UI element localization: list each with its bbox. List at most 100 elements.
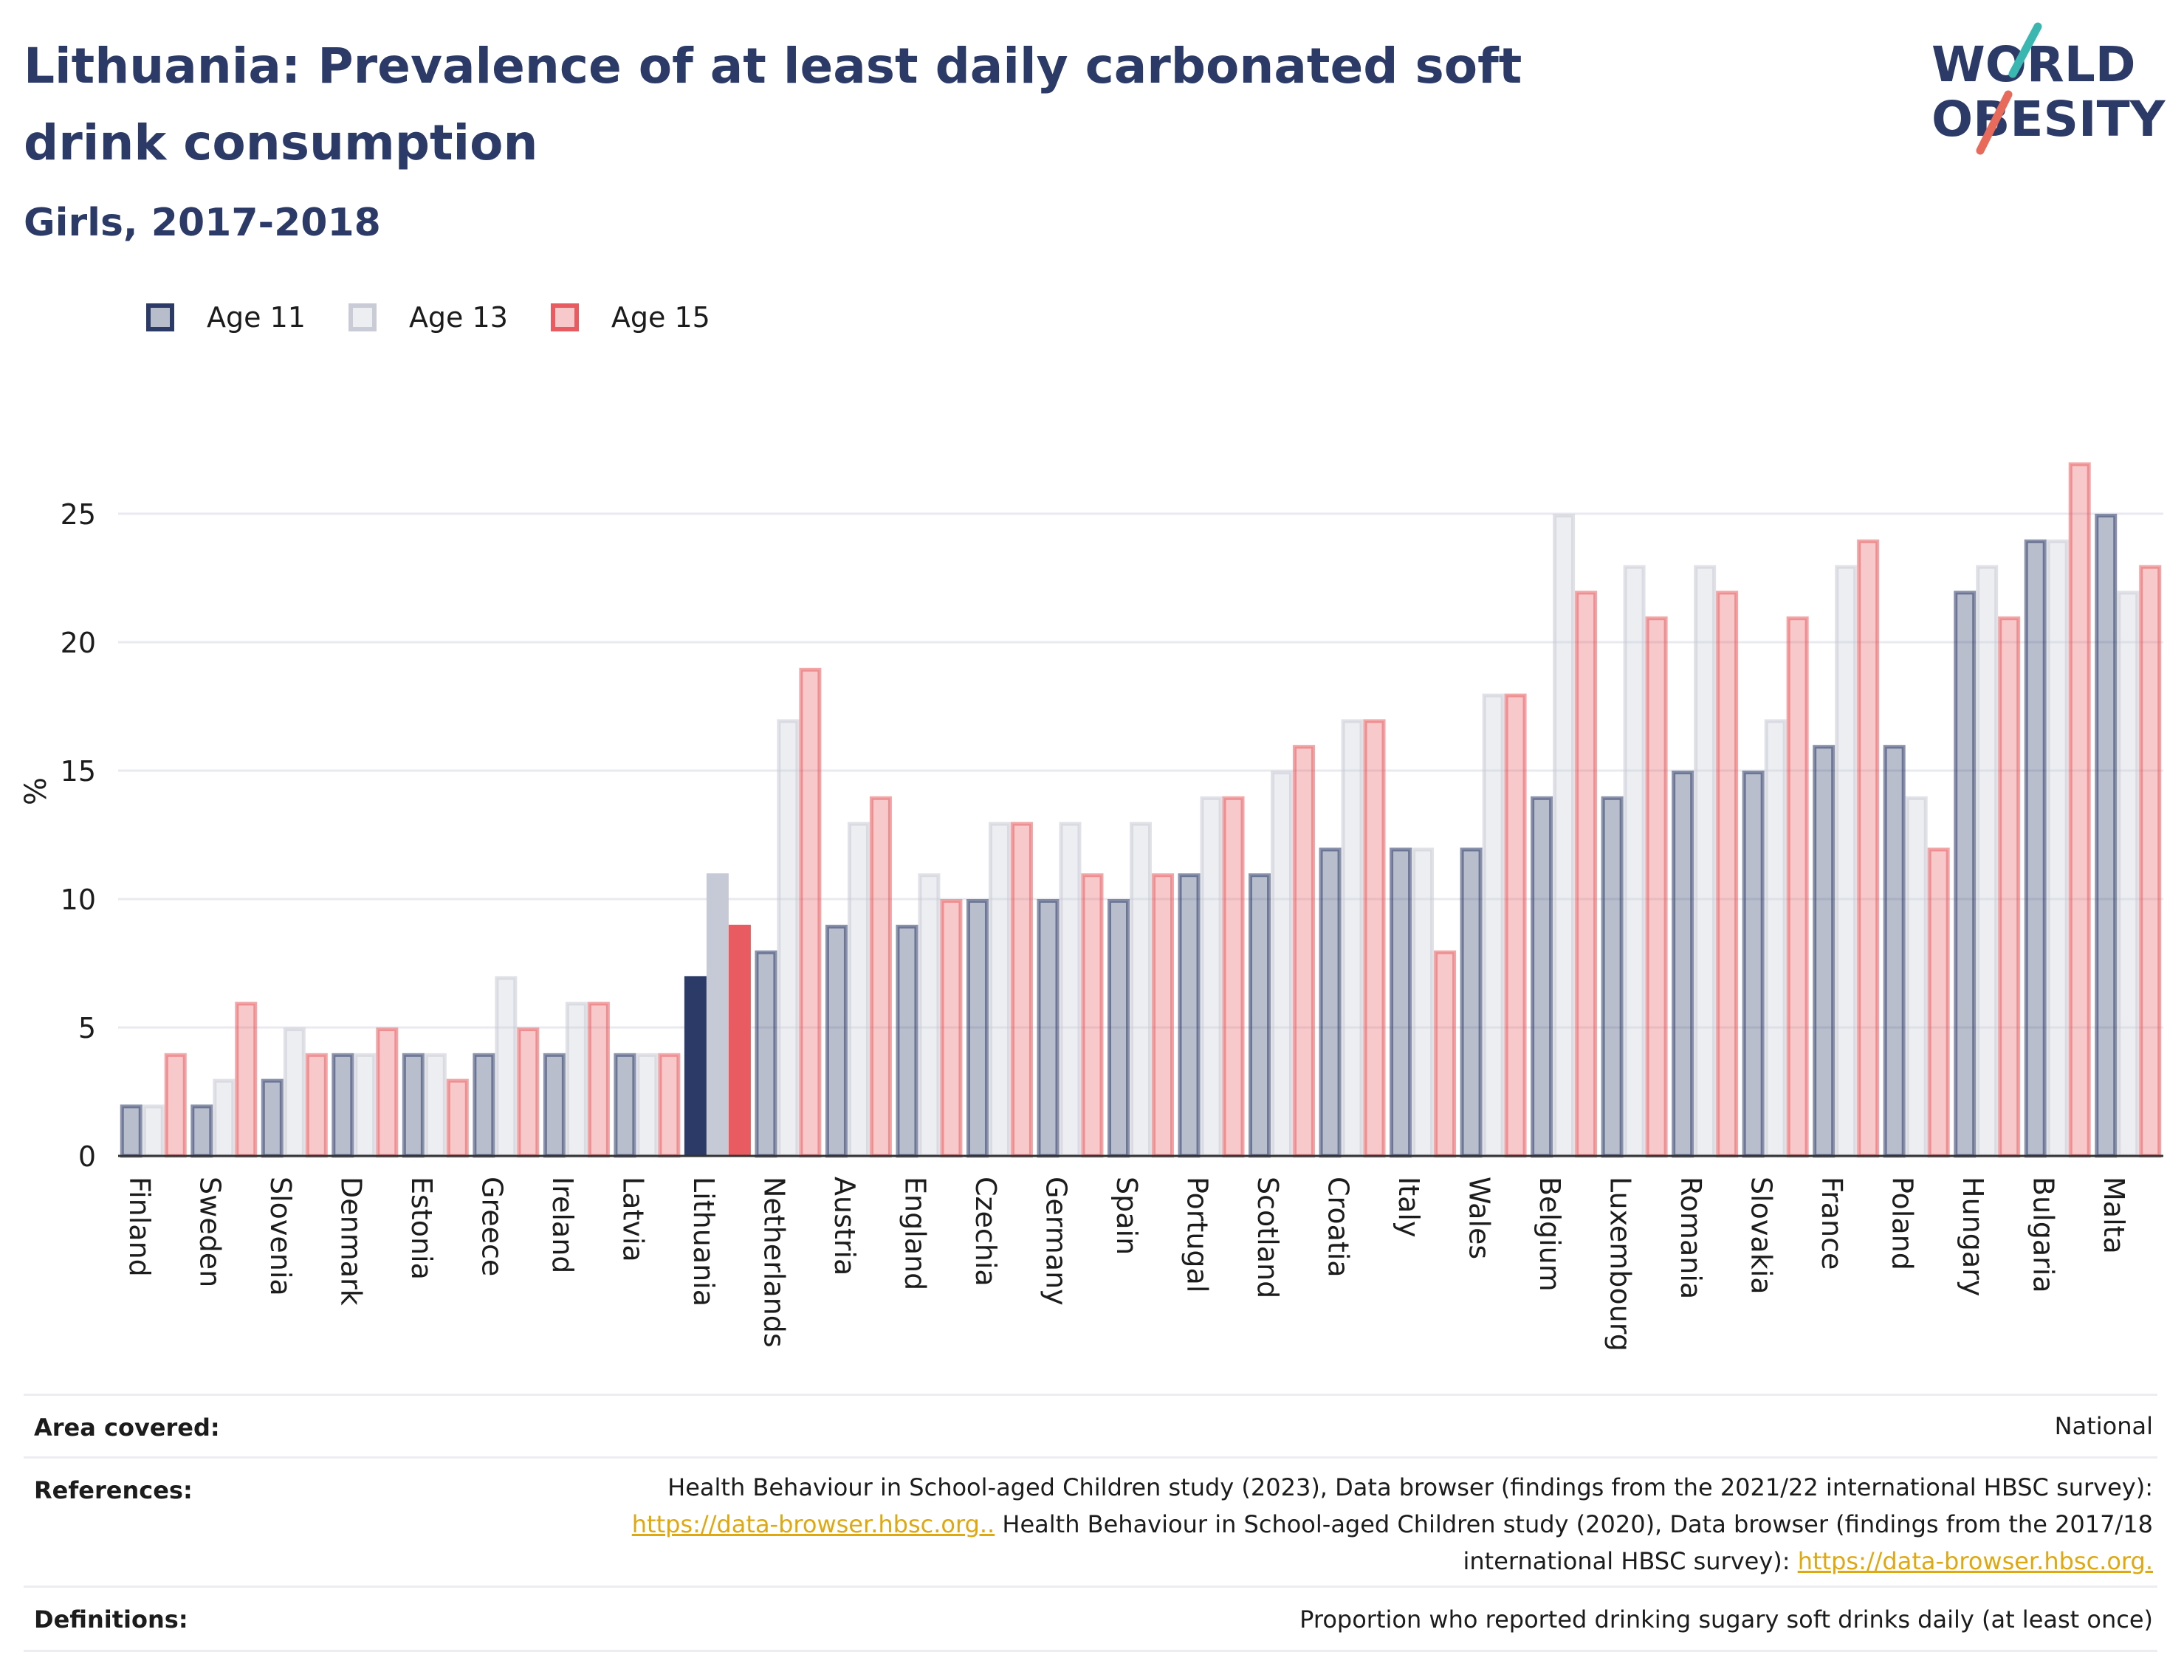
bar-scotland-age-15	[1293, 745, 1316, 1158]
bar-poland-age-15	[1927, 847, 1950, 1158]
legend-label-age-11: Age 11	[207, 301, 306, 334]
bar-poland-age-13	[1905, 796, 1928, 1158]
y-tick-label: 15	[61, 755, 96, 788]
bar-wales-age-11	[1460, 847, 1483, 1158]
bar-netherlands-age-11	[755, 950, 777, 1158]
ref-text-2: Health Behaviour in School-aged Children…	[995, 1510, 2153, 1538]
bar-estonia-age-11	[402, 1053, 425, 1158]
x-tick-label-belgium: Belgium	[1534, 1177, 1566, 1292]
bar-hungary-age-15	[1998, 616, 2021, 1158]
x-tick-label-scotland: Scotland	[1251, 1177, 1284, 1298]
meta-value-references: Health Behaviour in School-aged Children…	[455, 1469, 2153, 1580]
bar-romania-age-13	[1694, 565, 1717, 1158]
bar-germany-age-13	[1059, 822, 1082, 1158]
y-tick-label: 0	[78, 1140, 96, 1173]
legend-item-age-15[interactable]: Age 15	[550, 301, 710, 334]
x-tick-label-hungary: Hungary	[1957, 1177, 1989, 1296]
bar-italy-age-13	[1412, 847, 1435, 1158]
logo-text-world: WORLD	[1931, 36, 2136, 93]
legend-item-age-11[interactable]: Age 11	[146, 301, 306, 334]
bar-luxembourg-age-11	[1601, 796, 1624, 1158]
x-tick-label-denmark: Denmark	[334, 1177, 367, 1306]
bar-germany-age-11	[1037, 899, 1060, 1158]
y-tick-label: 5	[78, 1012, 96, 1044]
bar-wales-age-15	[1504, 693, 1527, 1158]
bar-italy-age-15	[1434, 950, 1457, 1158]
x-tick-label-estonia: Estonia	[405, 1177, 438, 1280]
bar-slovakia-age-13	[1764, 719, 1787, 1158]
chart-legend: Age 11 Age 13 Age 15	[146, 292, 753, 342]
world-obesity-logo: WORLD OBESITY	[1931, 22, 2166, 155]
meta-key-area: Area covered:	[34, 1414, 220, 1442]
x-tick-label-luxembourg: Luxembourg	[1604, 1177, 1637, 1352]
x-tick-label-netherlands: Netherlands	[758, 1177, 790, 1348]
bar-croatia-age-15	[1363, 719, 1386, 1158]
bar-scotland-age-11	[1249, 873, 1271, 1158]
bar-england-age-15	[940, 899, 963, 1158]
x-tick-label-bulgaria: Bulgaria	[2027, 1177, 2060, 1293]
gridlines	[118, 512, 2163, 1029]
bar-malta-age-15	[2139, 565, 2162, 1158]
bar-ireland-age-13	[565, 1002, 588, 1158]
ref-link-2[interactable]: https://data-browser.hbsc.org.	[1797, 1547, 2153, 1575]
bar-bulgaria-age-13	[2046, 539, 2069, 1158]
bar-croatia-age-13	[1341, 719, 1364, 1158]
ref-text-1: Health Behaviour in School-aged Children…	[667, 1473, 2153, 1501]
bar-hungary-age-13	[1976, 565, 1999, 1158]
bar-finland-age-11	[120, 1104, 142, 1158]
bar-latvia-age-11	[614, 1053, 636, 1158]
x-tick-label-czechia: Czechia	[969, 1177, 1002, 1287]
bar-lithuania-age-15	[728, 924, 751, 1156]
y-tick-label: 20	[61, 627, 96, 659]
x-tick-label-greece: Greece	[475, 1177, 508, 1276]
bar-estonia-age-15	[446, 1078, 469, 1158]
bar-greece-age-13	[495, 976, 518, 1158]
bar-sweden-age-15	[235, 1002, 258, 1158]
x-tick-label-croatia: Croatia	[1322, 1177, 1355, 1278]
x-tick-label-england: England	[899, 1177, 931, 1290]
y-tick-label: 10	[61, 884, 96, 916]
x-tick-label-finland: Finland	[123, 1177, 156, 1277]
ref-link-1[interactable]: https://data-browser.hbsc.org..	[631, 1510, 995, 1538]
x-tick-label-wales: Wales	[1463, 1177, 1496, 1259]
bar-france-age-13	[1835, 565, 1858, 1158]
bar-slovenia-age-15	[305, 1053, 328, 1158]
x-tick-label-latvia: Latvia	[617, 1177, 649, 1262]
bar-denmark-age-13	[354, 1053, 377, 1158]
chart-subtitle: Girls, 2017-2018	[24, 201, 381, 245]
bar-romania-age-11	[1672, 771, 1694, 1158]
bar-austria-age-15	[869, 796, 892, 1158]
bar-austria-age-11	[825, 924, 848, 1158]
legend-item-age-13[interactable]: Age 13	[348, 301, 508, 334]
x-tick-label-portugal: Portugal	[1181, 1177, 1214, 1292]
bar-luxembourg-age-15	[1645, 616, 1668, 1158]
meta-value-definitions: Proportion who reported drinking sugary …	[1299, 1605, 2153, 1633]
y-axis-label: %	[19, 777, 53, 805]
bar-czechia-age-15	[1010, 822, 1033, 1158]
bar-england-age-13	[918, 873, 941, 1158]
logo-text-obesity: OBESITY	[1931, 91, 2166, 148]
bar-latvia-age-15	[658, 1053, 681, 1158]
x-tick-label-spain: Spain	[1110, 1177, 1143, 1255]
bar-france-age-11	[1813, 745, 1836, 1158]
bar-ireland-age-11	[543, 1053, 566, 1158]
bar-czechia-age-13	[988, 822, 1011, 1158]
logo-slash-coral	[1976, 90, 2013, 155]
bar-bulgaria-age-11	[2024, 539, 2047, 1158]
metadata-table: Area covered: National References: Healt…	[24, 1394, 2157, 1652]
x-axis-ticks: Finland Sweden Slovenia Denmark Estonia Greec…	[123, 1177, 2130, 1352]
bar-portugal-age-13	[1200, 796, 1223, 1158]
bar-spain-age-13	[1130, 822, 1152, 1158]
bar-england-age-11	[896, 924, 918, 1158]
bar-netherlands-age-15	[799, 667, 822, 1158]
chart-title: Lithuania: Prevalence of at least daily …	[24, 38, 1522, 171]
meta-key-references: References:	[34, 1476, 193, 1504]
bar-italy-age-11	[1390, 847, 1412, 1158]
ref-text-3: international HBSC survey):	[1463, 1547, 1798, 1575]
bar-france-age-15	[1857, 539, 1880, 1158]
bar-greece-age-11	[473, 1053, 495, 1158]
bar-sweden-age-11	[190, 1104, 213, 1158]
y-axis-ticks: 0 5 10 15 20 25	[61, 498, 96, 1173]
bar-greece-age-15	[517, 1027, 540, 1158]
logo-slash-teal	[2008, 22, 2042, 78]
